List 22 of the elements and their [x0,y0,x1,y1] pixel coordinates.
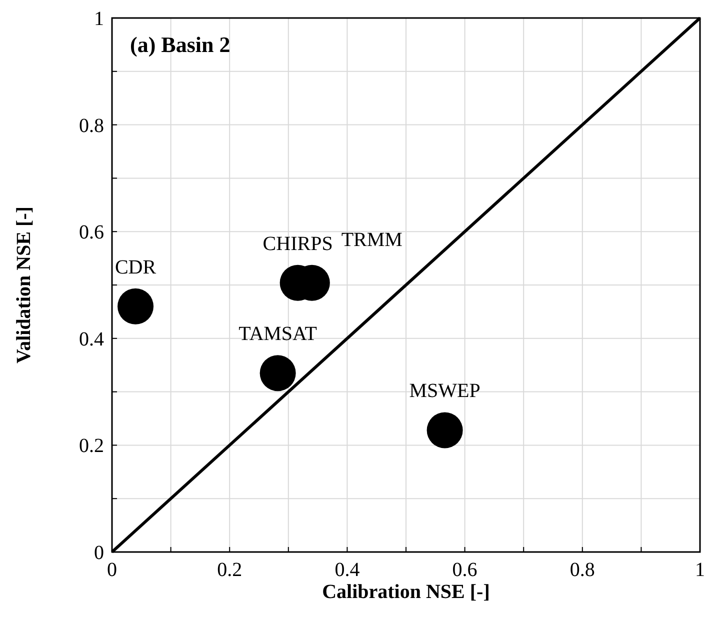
point [118,288,154,324]
y-tick-label: 0 [94,542,104,564]
annotation: CDR [114,256,157,278]
point [260,355,296,392]
x-tick-label: 0.2 [217,559,242,581]
x-tick-label: 0.4 [334,559,360,581]
y-tick-label: 0.2 [79,435,104,458]
y-tick-label: 1 [94,8,104,30]
annotation: TAMSAT [238,323,318,346]
annotation: CHIRPS [262,232,333,255]
annotation: TRMM [341,228,403,251]
text: (a) Basin 2 [130,32,230,57]
point [426,412,463,448]
x-tick-label: 1 [695,559,705,581]
y-tick-label: 0.4 [79,328,104,350]
x-axis-title: Calibration NSE [-] [322,581,490,603]
y-axis-title: Validation NSE [-] [13,206,35,364]
y-tick-label: 0.6 [79,222,104,244]
x-tick-label: 0.6 [452,559,478,581]
y-tick-label: 0.8 [79,114,104,137]
annotation: MSWEP [409,380,480,402]
x-tick-label: 0.8 [570,559,595,581]
